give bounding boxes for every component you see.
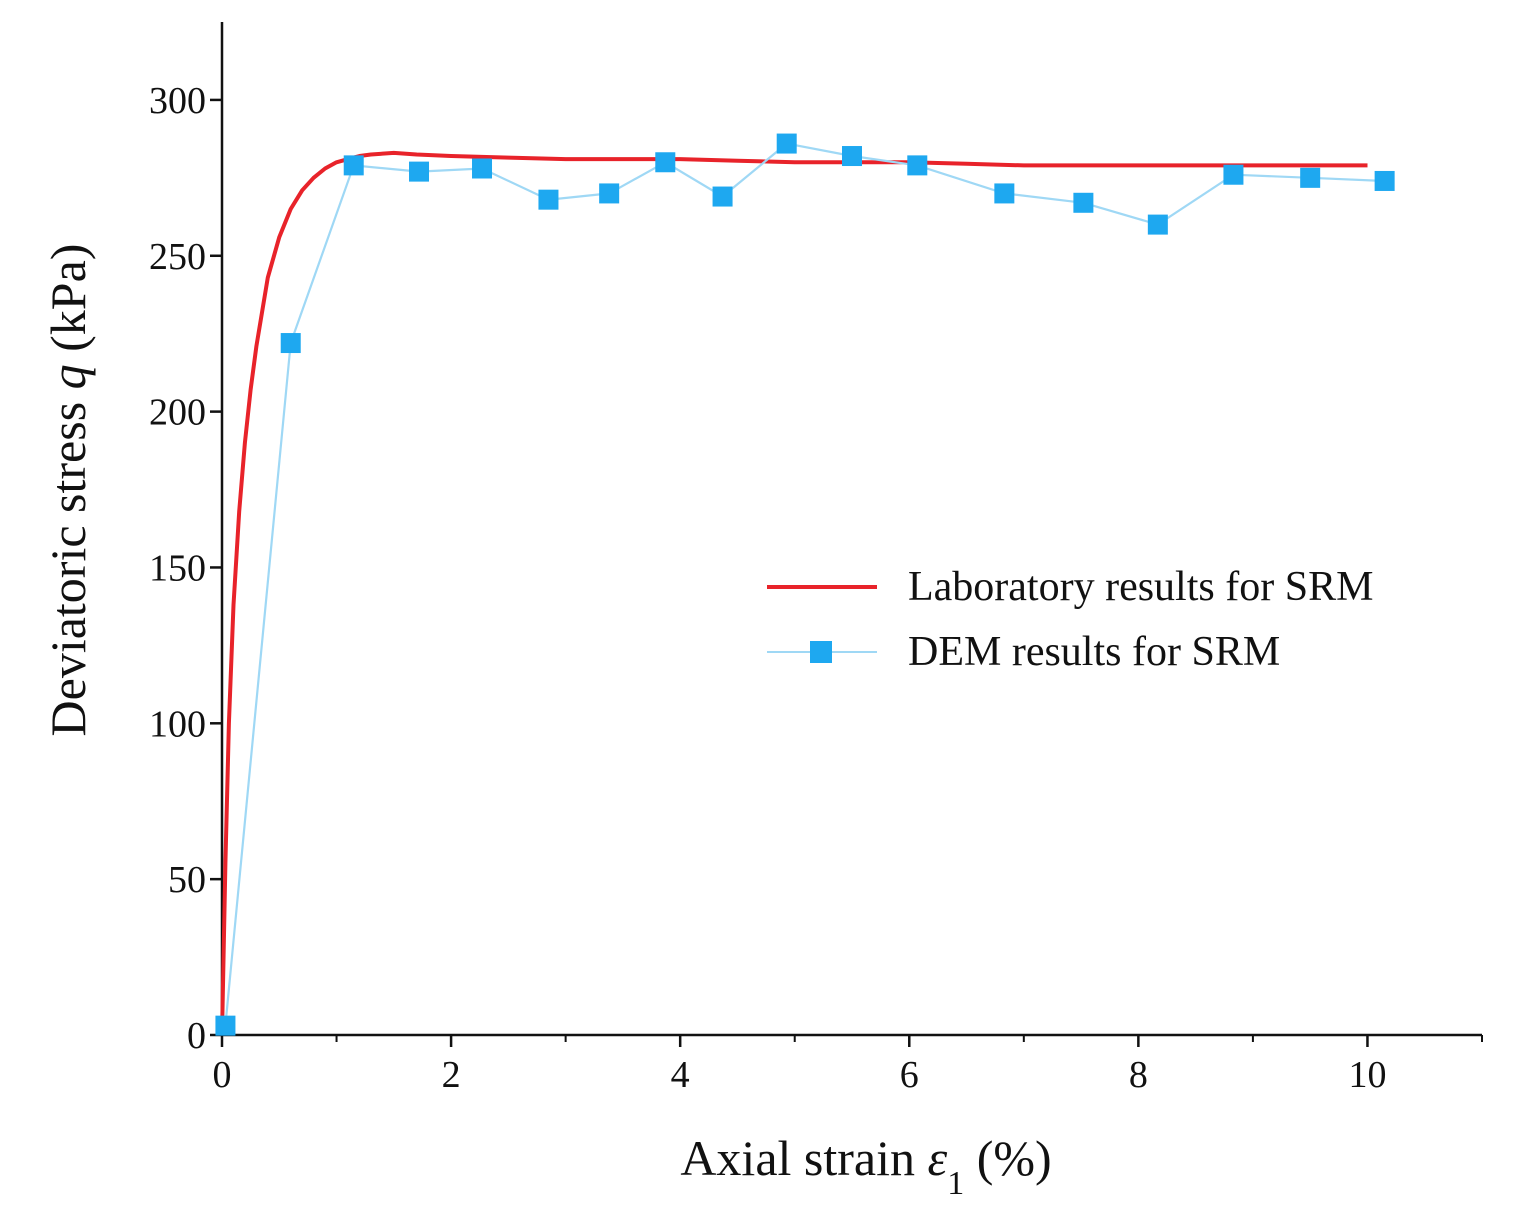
legend-marker-dem xyxy=(810,641,832,663)
data-point-dem xyxy=(712,186,733,207)
data-point-dem xyxy=(280,333,301,354)
y-axis-title-symbol: q xyxy=(40,364,96,389)
x-tick-label: 4 xyxy=(671,1054,690,1096)
data-point-dem xyxy=(655,152,676,173)
y-tick-label: 200 xyxy=(149,392,206,434)
x-axis-title-subscript: 1 xyxy=(947,1165,964,1202)
series-line-laboratory xyxy=(220,150,1368,1036)
x-tick-label: 8 xyxy=(1129,1054,1148,1096)
data-point-dem xyxy=(994,183,1015,204)
y-axis-title: Deviatoric stress q (kPa) xyxy=(40,244,96,737)
data-point-dem xyxy=(343,155,364,176)
data-point-dem xyxy=(472,158,493,179)
x-tick-label: 10 xyxy=(1348,1054,1386,1096)
y-tick-label: 300 xyxy=(149,80,206,122)
data-point-dem xyxy=(1073,192,1094,213)
y-tick-label: 0 xyxy=(187,1015,206,1057)
y-axis-title-prefix: Deviatoric stress xyxy=(40,389,96,736)
legend: Laboratory results for SRM DEM results f… xyxy=(767,564,1373,675)
data-point-dem xyxy=(599,183,620,204)
data-point-dem xyxy=(215,1015,236,1036)
x-tick-label: 2 xyxy=(442,1054,461,1096)
data-point-dem xyxy=(1374,170,1395,191)
x-axis-title-symbol: ε xyxy=(928,1130,948,1186)
x-axis-title-prefix: Axial strain xyxy=(680,1130,927,1186)
data-point-dem xyxy=(842,146,862,167)
y-axis-title-suffix: (kPa) xyxy=(40,244,96,365)
data-point-dem xyxy=(1147,214,1168,235)
data-point-dem xyxy=(1223,164,1244,185)
series-line-dem xyxy=(224,142,1385,1026)
legend-label-laboratory: Laboratory results for SRM xyxy=(908,564,1373,610)
x-tick-label: 6 xyxy=(900,1054,919,1096)
data-point-dem xyxy=(907,155,928,176)
x-axis-title-suffix: (%) xyxy=(964,1130,1051,1186)
x-tick-label: 0 xyxy=(213,1054,232,1096)
data-point-dem xyxy=(776,133,797,154)
y-tick-label: 250 xyxy=(149,236,206,278)
series-layer xyxy=(215,133,1395,1036)
x-axis-title: Axial strain ε1 (%) xyxy=(680,1130,1051,1202)
legend-label-dem: DEM results for SRM xyxy=(908,629,1280,675)
y-tick-label: 100 xyxy=(149,703,206,745)
y-tick-label: 150 xyxy=(149,547,206,589)
y-tick-label: 50 xyxy=(168,859,206,901)
data-point-dem xyxy=(409,161,430,182)
data-point-dem xyxy=(1300,167,1321,188)
data-point-dem xyxy=(538,189,559,210)
